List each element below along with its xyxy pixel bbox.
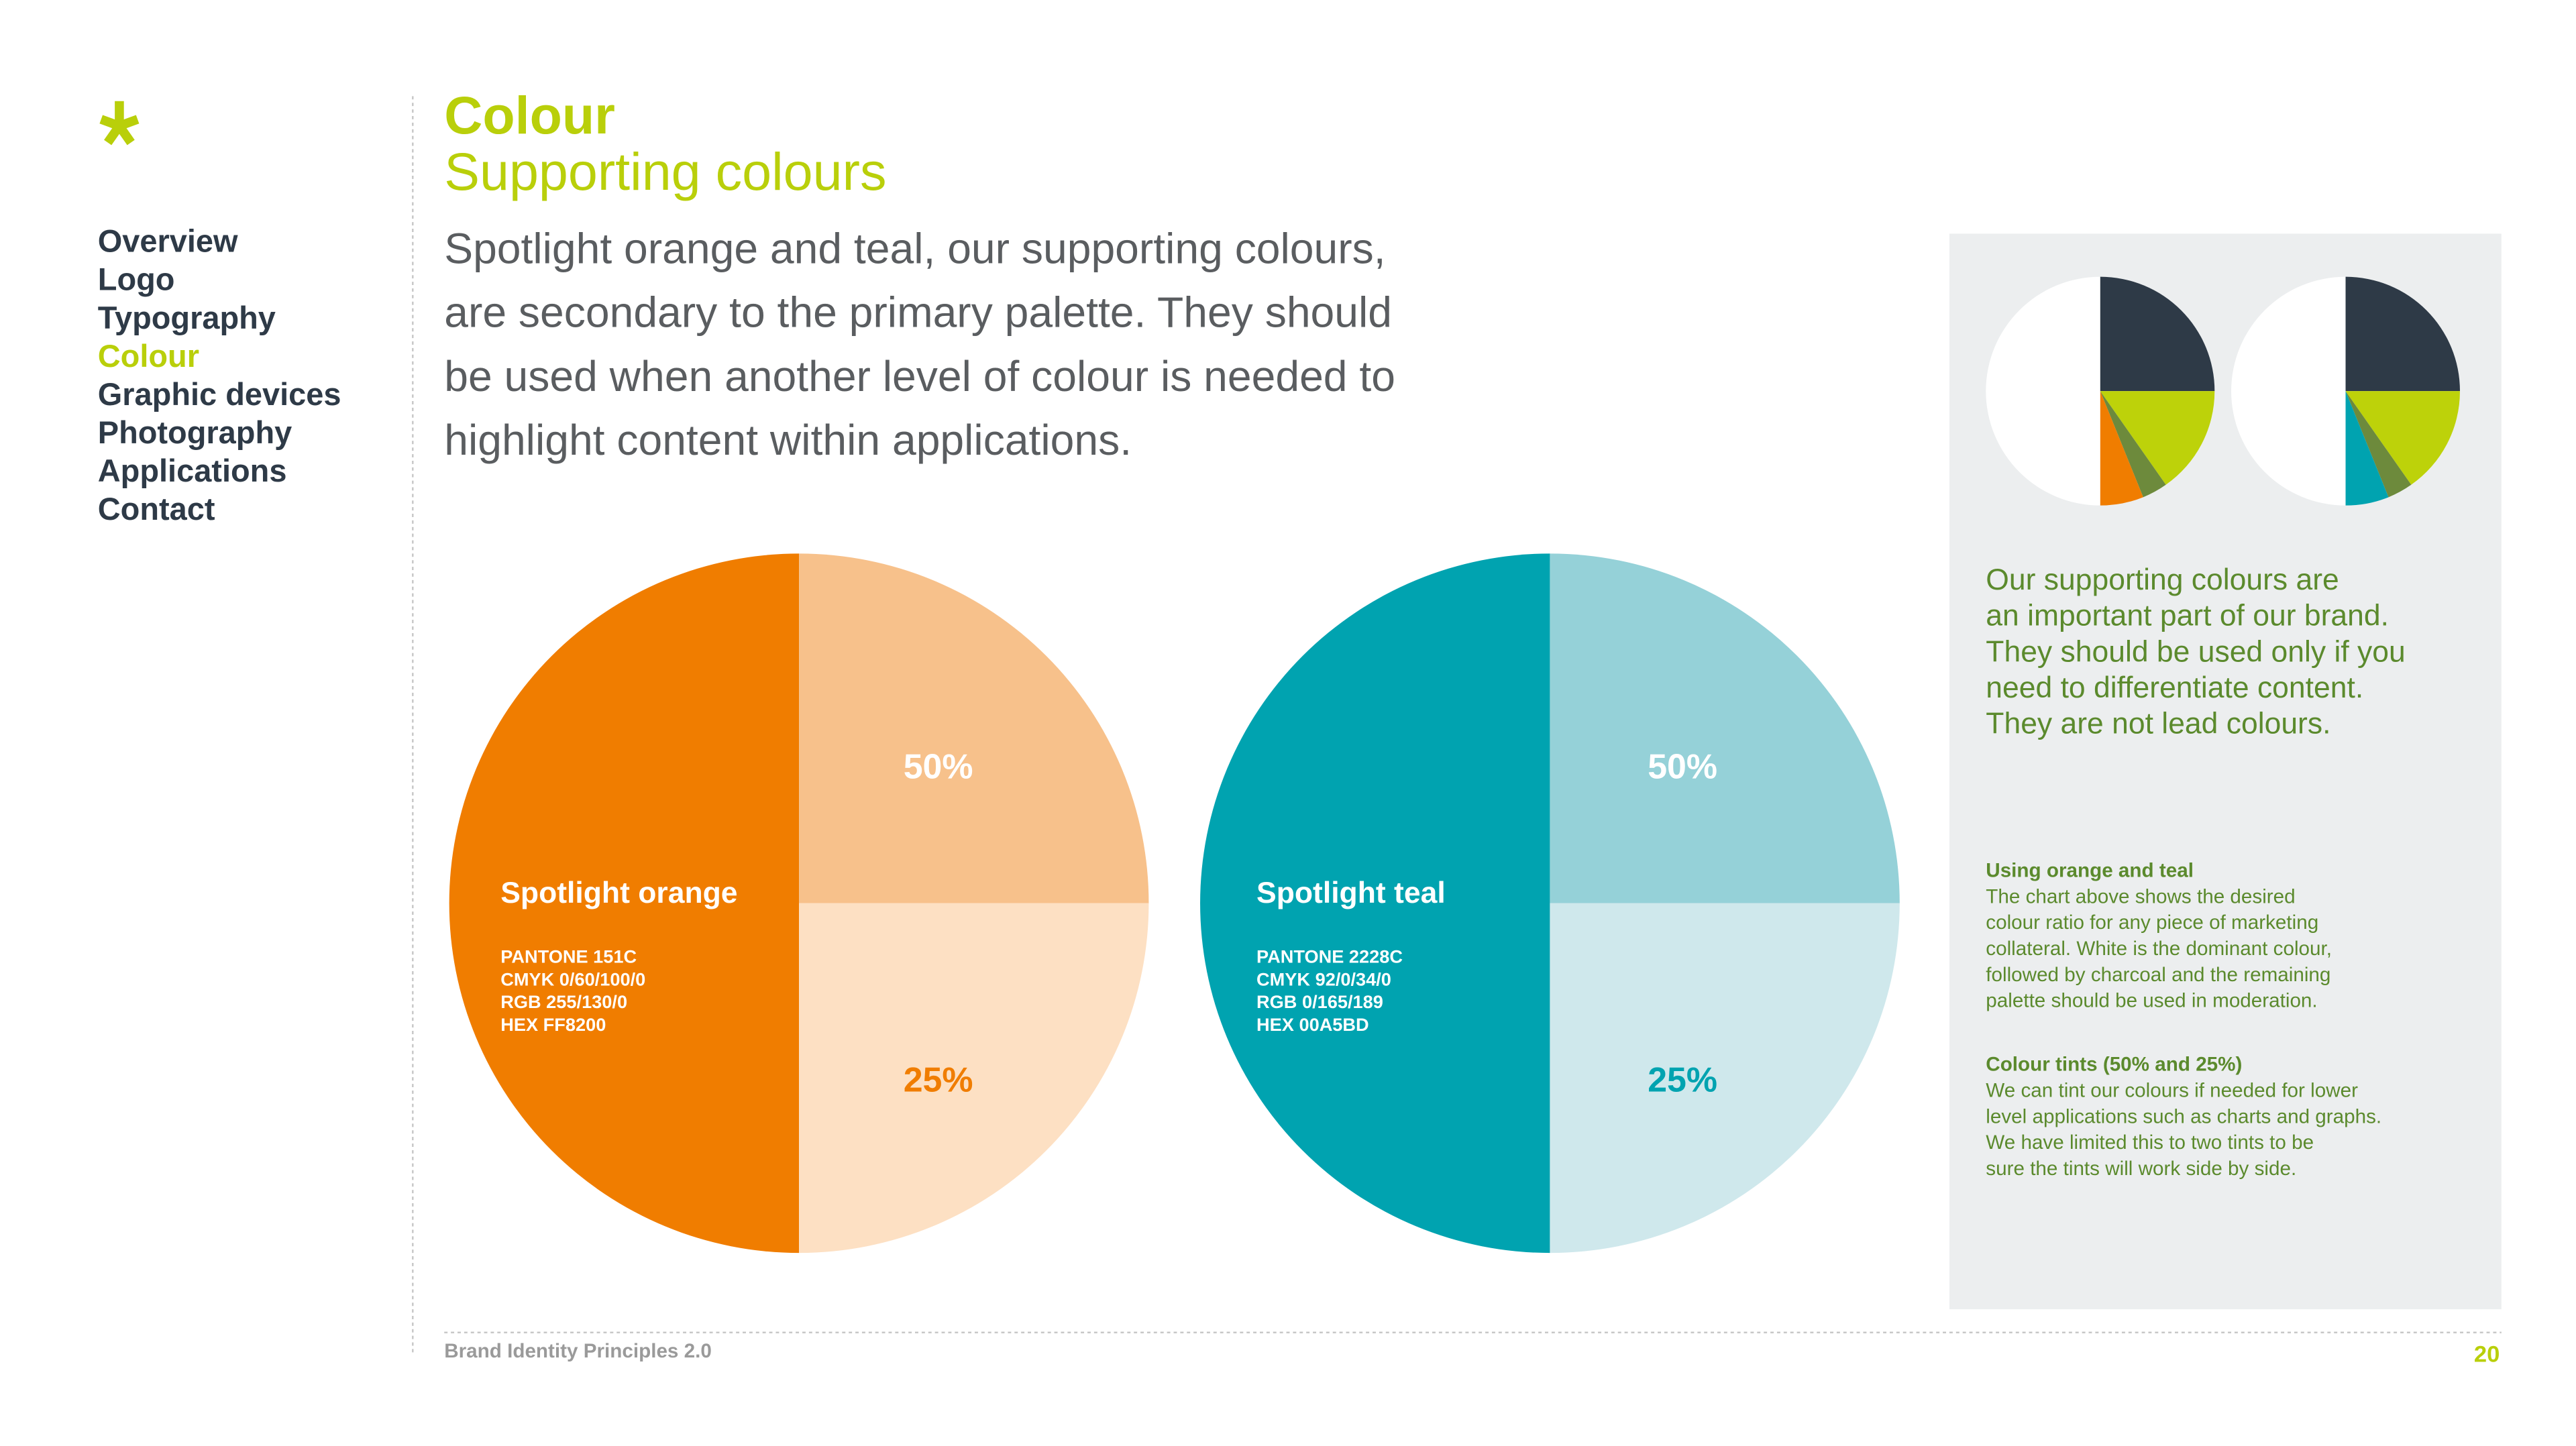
lead-line: need to differentiate content. xyxy=(1986,671,2363,704)
swatch-full xyxy=(1200,553,1550,1254)
ratio-pie xyxy=(2231,276,2461,506)
page-number: 20 xyxy=(2474,1341,2500,1367)
lead-line: an important part of our brand. xyxy=(1986,600,2389,632)
lead-line: They should be used only if you xyxy=(1986,635,2405,668)
nav-item[interactable]: Logo xyxy=(98,262,175,297)
nav-item[interactable]: Typography xyxy=(98,300,276,335)
swatch-spec: CMYK 0/60/100/0 xyxy=(500,968,645,989)
intro-line: be used when another level of colour is … xyxy=(444,352,1395,400)
swatch-spec: PANTONE 2228C xyxy=(1256,946,1403,966)
footer-document: Brand Identity Principles 2.0 xyxy=(444,1340,712,1362)
nav-item[interactable]: Graphic devices xyxy=(98,377,341,412)
section-heading: Colour tints (50% and 25%) xyxy=(1986,1054,2242,1076)
swatch-spec: CMYK 92/0/34/0 xyxy=(1256,968,1391,989)
tint-label: 25% xyxy=(904,1060,973,1099)
tint-label: 25% xyxy=(1648,1060,1717,1099)
intro-line: are secondary to the primary palette. Th… xyxy=(444,288,1392,337)
tint-label: 50% xyxy=(904,746,973,785)
section-line: collateral. White is the dominant colour… xyxy=(1986,938,2332,960)
swatch-tint xyxy=(1550,903,1900,1254)
section-line: palette should be used in moderation. xyxy=(1986,990,2317,1012)
section-line: We have limited this to two tints to be xyxy=(1986,1131,2314,1154)
nav-item[interactable]: Photography xyxy=(98,415,292,450)
nav-item[interactable]: Applications xyxy=(98,453,287,488)
intro-line: highlight content within applications. xyxy=(444,416,1132,464)
asterisk-icon xyxy=(99,101,140,146)
section-line: colour ratio for any piece of marketing xyxy=(1986,911,2318,934)
subtitle: Supporting colours xyxy=(444,142,886,201)
swatch-spec: RGB 255/130/0 xyxy=(500,991,627,1012)
nav-item[interactable]: Contact xyxy=(98,492,215,526)
section-heading: Using orange and teal xyxy=(1986,860,2194,882)
sidebar-text: Our supporting colours are an important p… xyxy=(1986,563,2405,1180)
swatch-tint xyxy=(799,553,1149,903)
intro: Spotlight orange and teal, our supportin… xyxy=(444,225,1395,464)
ratio-pie xyxy=(1986,276,2215,506)
tint-label: 50% xyxy=(1648,746,1717,785)
section-line: The chart above shows the desired xyxy=(1986,885,2295,907)
nav-item[interactable]: Overview xyxy=(98,224,238,259)
swatch-spec: HEX FF8200 xyxy=(500,1014,606,1035)
swatch-spec: HEX 00A5BD xyxy=(1256,1014,1369,1035)
nav-item[interactable]: Colour xyxy=(98,339,199,374)
intro-line: Spotlight orange and teal, our supportin… xyxy=(444,225,1385,273)
section-line: sure the tints will work side by side. xyxy=(1986,1158,2296,1180)
section-line: level applications such as charts and gr… xyxy=(1986,1105,2381,1127)
swatch-name: Spotlight orange xyxy=(500,877,737,909)
section-line: We can tint our colours if needed for lo… xyxy=(1986,1080,2358,1102)
lead-line: Our supporting colours are xyxy=(1986,563,2339,596)
swatch-full xyxy=(449,553,800,1254)
swatch-name: Spotlight teal xyxy=(1256,877,1446,909)
lead-line: They are not lead colours. xyxy=(1986,708,2330,740)
swatch-spec: PANTONE 151C xyxy=(500,946,637,966)
title: Colour xyxy=(444,85,615,145)
swatch-spec: RGB 0/165/189 xyxy=(1256,991,1383,1012)
swatch-tint xyxy=(1550,553,1900,903)
section-line: followed by charcoal and the remaining xyxy=(1986,964,2330,986)
swatch-tint xyxy=(799,903,1149,1254)
